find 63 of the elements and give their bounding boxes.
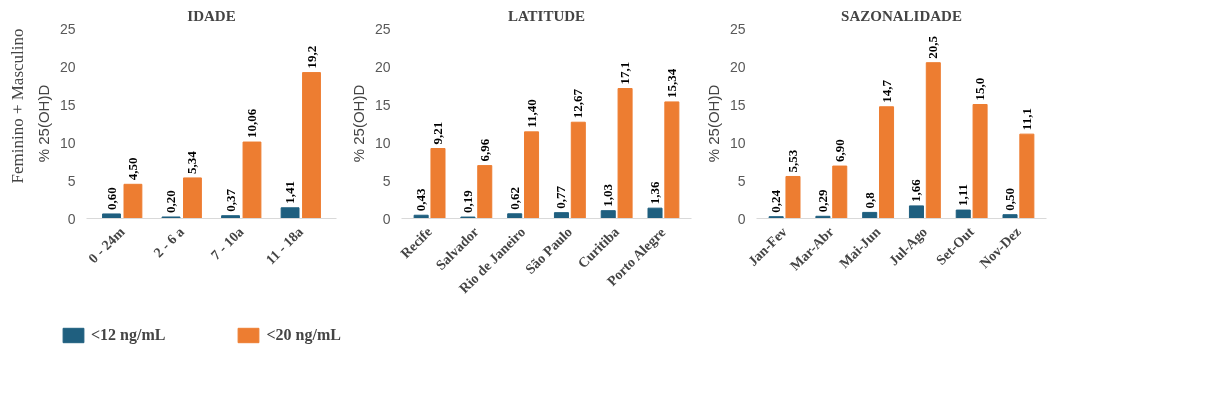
y-tick-label: 20 [374,58,391,75]
data-label: 9,21 [429,121,445,145]
data-label: 0,8 [861,191,877,209]
y-tick-label: 25 [729,20,746,37]
data-label: 5,34 [184,150,200,174]
data-label: 20,5 [925,35,941,59]
data-label: 6,96 [476,138,492,162]
chart-title: IDADE [187,7,236,24]
chart-title: SAZONALIDADE [841,7,962,24]
legend-label: <20 ng/mL [266,326,341,344]
x-tick-label: 2 - 6 a [150,224,188,261]
data-label: 4,50 [124,157,140,181]
data-label: 1,36 [647,180,663,205]
y-tick-label: 0 [737,210,746,227]
legend-label: <12 ng/mL [91,326,166,344]
data-label: 0,29 [814,189,830,213]
x-tick-label: 0 - 24m [85,223,128,267]
text: Feminino + Masculino [7,28,27,184]
data-label: 19,2 [303,45,319,69]
y-tick-label: 10 [59,134,76,151]
data-label: 1,11 [955,184,971,207]
y-axis-title: % 25(OH)D [34,84,52,163]
data-label: 0,19 [459,189,475,214]
data-label: 0,50 [1002,187,1018,211]
y-tick-label: 20 [729,58,746,75]
y-tick-label: 15 [374,96,391,113]
y-tick-label: 0 [382,210,391,227]
x-tick-label: 11 - 18a [263,224,307,268]
data-label: 0,62 [506,187,522,210]
data-label: 0,60 [103,187,119,210]
data-label: 1,41 [282,181,298,204]
data-label: 0,20 [163,190,179,213]
y-tick-label: 10 [374,134,391,151]
y-tick-label: 15 [729,96,746,113]
y-tick-label: 10 [729,134,746,151]
data-label: 14,7 [878,79,894,103]
data-label: 6,90 [831,139,847,163]
data-label: 0,24 [768,189,784,213]
y-tick-label: 5 [737,172,746,189]
data-label: 15,0 [972,77,988,101]
y-tick-label: 25 [374,20,391,37]
y-axis-title: % 25(OH)D [349,84,367,163]
y-tick-label: 5 [382,172,391,189]
y-tick-label: 5 [67,172,76,189]
data-label: 5,53 [784,149,800,173]
x-tick-label: 7 - 10a [207,224,247,263]
chart-title: LATITUDE [507,7,586,24]
data-label: 17,1 [617,61,633,85]
y-tick-label: 25 [59,20,76,37]
y-tick-label: 0 [67,210,76,227]
y-tick-label: 20 [59,58,76,75]
data-label: 1,03 [600,183,616,207]
data-label: 0,77 [553,185,569,209]
data-label: 0,43 [413,187,429,212]
y-tick-label: 15 [59,96,76,113]
y-axis-title: % 25(OH)D [704,84,722,163]
data-label: 1,66 [908,178,924,202]
data-label: 10,06 [243,108,259,139]
data-label: 11,1 [1018,108,1034,131]
data-label: 12,67 [570,88,586,119]
data-label: 15,34 [663,68,679,98]
data-label: 0,37 [222,188,238,212]
data-label: 11,40 [523,99,539,128]
